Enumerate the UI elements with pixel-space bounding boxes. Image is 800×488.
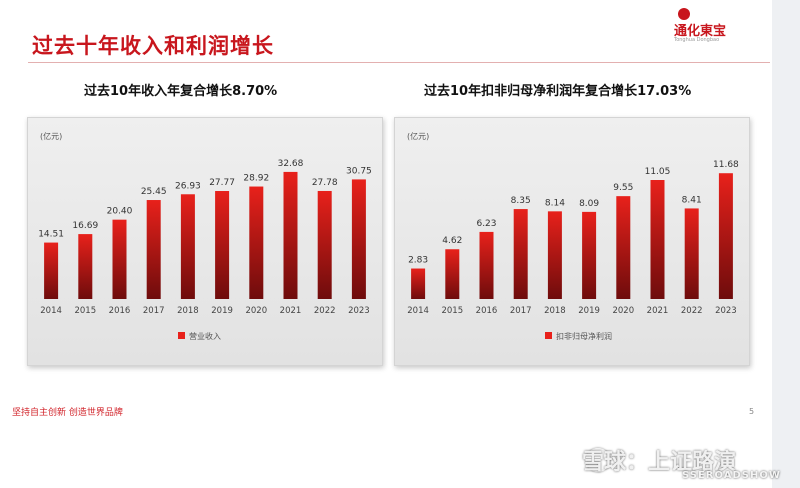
tick-label-2021: 2021 <box>647 306 669 316</box>
tick-label-2014: 2014 <box>407 306 429 316</box>
tick-label-2018: 2018 <box>544 306 566 316</box>
tick-label-2016: 2016 <box>109 306 131 316</box>
profit-chart-panel: (亿元) 2.83 2014 4.62 2015 6.23 2016 8.35 2017 8.14… <box>394 117 750 366</box>
tick-label-2015: 2015 <box>441 306 463 316</box>
snowball-logo-icon <box>586 448 610 472</box>
legend-swatch <box>178 332 185 339</box>
value-label-2020: 28.92 <box>243 174 269 184</box>
bar-2016 <box>479 231 494 299</box>
tick-label-2020: 2020 <box>245 306 267 316</box>
bar-2020 <box>249 186 264 299</box>
watermark-text: 雪球：上证路演 <box>582 450 737 475</box>
bar-2014 <box>44 242 59 299</box>
tick-label-2019: 2019 <box>578 306 600 316</box>
page-number: 5 <box>749 407 755 416</box>
bar-2022 <box>317 190 332 299</box>
logo-name: 通化東宝 <box>674 24 727 39</box>
bar-2023 <box>718 173 733 299</box>
value-label-2021: 32.68 <box>278 159 304 169</box>
page-title: 过去十年收入和利润增长 <box>32 34 274 58</box>
bar-2022 <box>684 208 699 299</box>
tick-label-2016: 2016 <box>476 306 498 316</box>
value-label-2021: 11.05 <box>645 167 671 177</box>
tick-label-2020: 2020 <box>612 306 634 316</box>
tick-label-2023: 2023 <box>348 306 370 316</box>
tick-label-2021: 2021 <box>280 306 302 316</box>
value-label-2020: 9.55 <box>613 183 633 193</box>
unit-label: (亿元) <box>40 131 62 141</box>
legend-label: 扣非归母净利润 <box>556 331 612 341</box>
bar-2015 <box>445 249 460 299</box>
value-label-2017: 25.45 <box>141 187 167 197</box>
bar-2021 <box>650 180 665 299</box>
tick-label-2019: 2019 <box>211 306 233 316</box>
company-logo: 通化東宝 Tonghua Dongbao <box>674 6 764 46</box>
logo-mark-icon <box>678 8 690 20</box>
value-label-2022: 27.78 <box>312 178 338 188</box>
value-label-2014: 14.51 <box>38 230 64 240</box>
logo-subtitle: Tonghua Dongbao <box>674 37 720 43</box>
unit-label: (亿元) <box>407 131 429 141</box>
legend-label: 营业收入 <box>189 331 221 341</box>
tick-label-2014: 2014 <box>40 306 62 316</box>
watermark-subtext: SSEROADSHOW <box>682 470 781 481</box>
value-label-2015: 16.69 <box>72 221 98 231</box>
bar-2017 <box>146 200 161 299</box>
bar-2019 <box>582 211 597 299</box>
bar-2014 <box>411 268 426 299</box>
value-label-2023: 11.68 <box>713 160 739 170</box>
revenue-chart-panel: (亿元) 14.51 2014 16.69 2015 20.40 2016 25.45 2017… <box>27 117 383 366</box>
value-label-2023: 30.75 <box>346 166 372 176</box>
bar-2021 <box>283 171 298 299</box>
tick-label-2015: 2015 <box>74 306 96 316</box>
side-strip <box>772 0 800 488</box>
value-label-2018: 26.93 <box>175 181 201 191</box>
profit-chart-title: 过去10年扣非归母净利润年复合增长17.03% <box>424 84 692 99</box>
revenue-chart-title: 过去10年收入年复合增长8.70% <box>84 84 278 99</box>
legend-swatch <box>545 332 552 339</box>
tick-label-2023: 2023 <box>715 306 737 316</box>
footer-slogan: 坚持自主创新 创造世界品牌 <box>12 408 123 418</box>
value-label-2019: 27.77 <box>209 178 235 188</box>
bar-2017 <box>513 209 528 299</box>
value-label-2022: 8.41 <box>682 195 702 205</box>
bar-2020 <box>616 196 631 299</box>
tick-label-2022: 2022 <box>314 306 336 316</box>
bar-2023 <box>351 179 366 299</box>
bar-2019 <box>215 191 230 299</box>
tick-label-2017: 2017 <box>143 306 165 316</box>
value-label-2014: 2.83 <box>408 256 428 266</box>
tick-label-2017: 2017 <box>510 306 532 316</box>
revenue-chart: (亿元) 14.51 2014 16.69 2015 20.40 2016 25.45 2017… <box>38 131 372 341</box>
value-label-2019: 8.09 <box>579 199 599 209</box>
bar-2016 <box>112 219 127 299</box>
bar-2018 <box>547 211 562 299</box>
tick-label-2022: 2022 <box>681 306 703 316</box>
value-label-2016: 20.40 <box>107 207 133 217</box>
value-label-2017: 8.35 <box>511 196 531 206</box>
value-label-2018: 8.14 <box>545 198 565 208</box>
profit-chart: (亿元) 2.83 2014 4.62 2015 6.23 2016 8.35 2017 8.14… <box>407 131 739 341</box>
value-label-2015: 4.62 <box>442 236 462 246</box>
bar-2015 <box>78 234 93 299</box>
value-label-2016: 6.23 <box>476 219 496 229</box>
bar-2018 <box>180 194 195 299</box>
tick-label-2018: 2018 <box>177 306 199 316</box>
title-divider <box>28 62 770 63</box>
